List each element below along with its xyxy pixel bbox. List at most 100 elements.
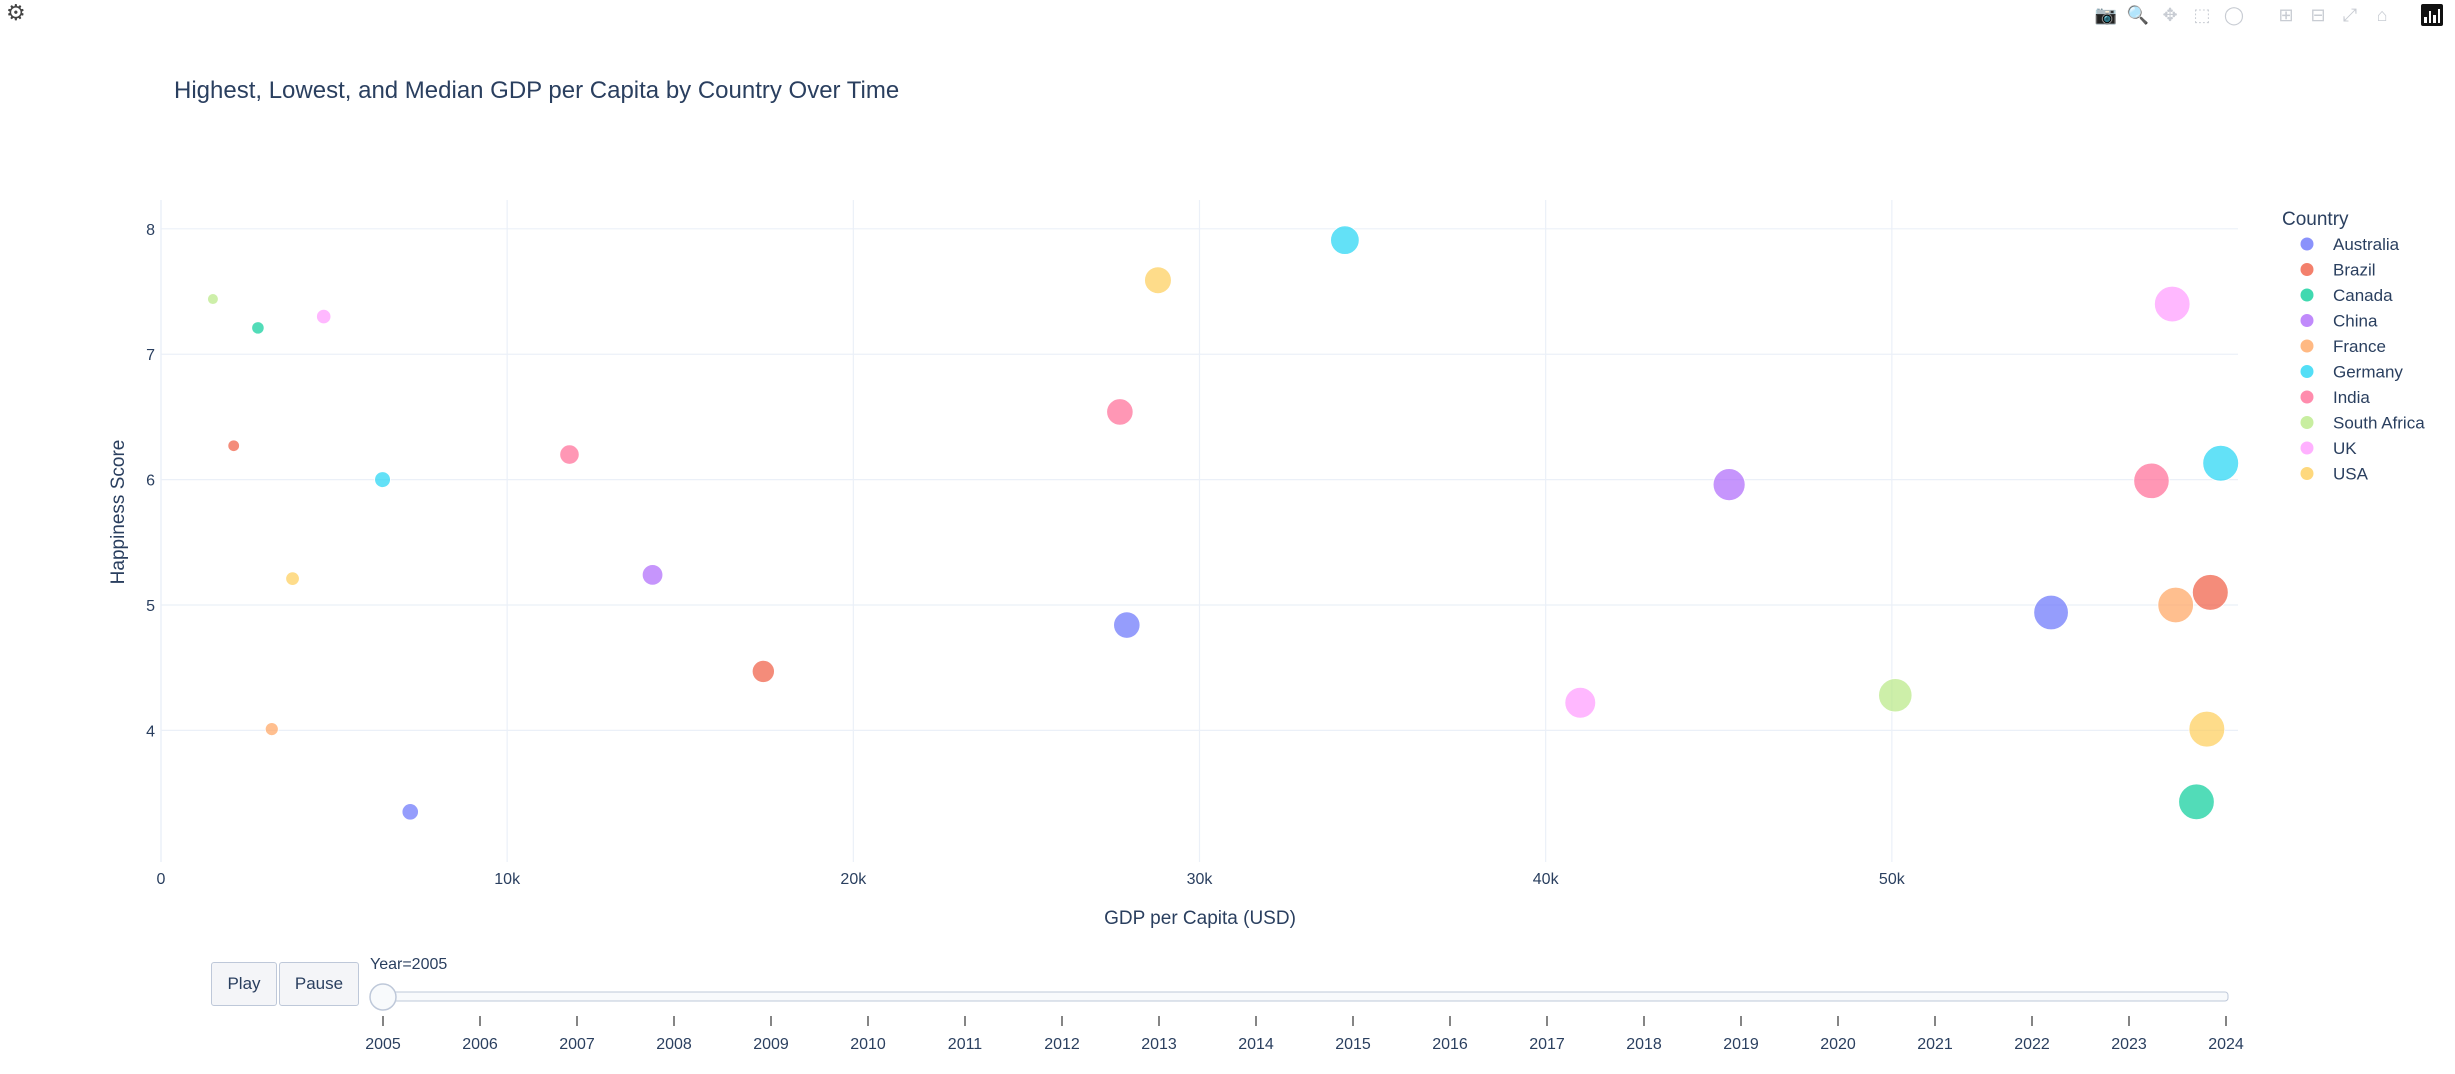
y-axis-label: Happiness Score	[108, 440, 129, 585]
autoscale-icon[interactable]: ⤢	[2342, 4, 2358, 25]
data-point-china[interactable]	[1712, 468, 1746, 502]
legend-item-canada[interactable]: Canada	[2333, 286, 2393, 305]
slider-tick-label[interactable]: 2007	[559, 1036, 595, 1053]
legend-marker[interactable]	[2300, 416, 2314, 429]
slider-tick-label[interactable]: 2022	[2014, 1036, 2050, 1053]
slider-tick-label[interactable]: 2017	[1529, 1036, 1565, 1053]
lasso-icon[interactable]: ◯	[2223, 4, 2245, 25]
zoom-in-icon[interactable]: ⊞	[2278, 4, 2294, 25]
y-tick-label: 6	[146, 473, 155, 490]
pause-button[interactable]: Pause	[279, 962, 359, 1006]
filter-toggle-icon[interactable]: ⚙	[6, 0, 26, 25]
legend-marker[interactable]	[2300, 390, 2314, 404]
data-point-uk[interactable]	[2154, 285, 2191, 323]
zoom-icon[interactable]: 🔍	[2126, 4, 2150, 25]
y-tick-label: 5	[146, 598, 155, 615]
legend-marker[interactable]	[2300, 237, 2314, 251]
slider-tick-label[interactable]: 2016	[1432, 1036, 1468, 1053]
slider-tick-label[interactable]: 2020	[1820, 1036, 1856, 1053]
legend-item-uk[interactable]: UK	[2333, 439, 2357, 458]
legend-title: Country	[2282, 209, 2349, 230]
slider-tick-label[interactable]: 2013	[1141, 1036, 1177, 1053]
data-point-australia[interactable]	[401, 803, 419, 821]
data-point-uk[interactable]	[1564, 686, 1597, 719]
year-slider[interactable]: Year=2005 2005 2006 2007 2008 2009 2010 2011 20…	[365, 956, 2244, 1053]
legend-marker[interactable]	[2300, 263, 2314, 276]
slider-tick-label[interactable]: 2015	[1335, 1036, 1371, 1053]
zoom-out-icon[interactable]: ⊟	[2310, 4, 2326, 25]
x-tick-label: 20k	[840, 871, 867, 888]
legend-marker[interactable]	[2300, 288, 2314, 302]
chart-title: Highest, Lowest, and Median GDP per Capi…	[174, 77, 899, 104]
x-axis-label: GDP per Capita (USD)	[1104, 908, 1296, 929]
slider-tick-label[interactable]: 2019	[1723, 1036, 1759, 1053]
box-select-icon[interactable]: ⬚	[2193, 4, 2211, 25]
data-point-brazil[interactable]	[227, 439, 240, 452]
legend-marker[interactable]	[2300, 467, 2314, 480]
data-point-usa[interactable]	[2188, 710, 2226, 748]
data-point-france[interactable]	[264, 722, 279, 736]
data-point-france[interactable]	[2157, 586, 2194, 624]
slider-tick-label[interactable]: 2023	[2111, 1036, 2147, 1053]
slider-tick-label[interactable]: 2009	[753, 1036, 789, 1053]
slider-tick-label[interactable]: 2024	[2208, 1036, 2244, 1053]
grid	[160, 200, 2238, 862]
data-point-australia[interactable]	[1113, 611, 1141, 639]
data-points[interactable]	[207, 225, 2239, 821]
slider-tick-label[interactable]: 2008	[656, 1036, 692, 1053]
slider-tick-label[interactable]: 2012	[1044, 1036, 1080, 1053]
legend-item-india[interactable]: India	[2333, 388, 2370, 407]
data-point-germany[interactable]	[1330, 225, 1360, 255]
y-tick-label: 7	[146, 347, 155, 364]
data-point-south-africa[interactable]	[1878, 678, 1913, 713]
slider-tick-label[interactable]: 2005	[365, 1036, 401, 1053]
y-tick-label: 4	[146, 723, 155, 740]
slider-tick-label[interactable]: 2018	[1626, 1036, 1662, 1053]
axes: 0 10k 20k 30k 40k 50k 4 5 6 7 8	[146, 222, 1906, 888]
x-tick-label: 40k	[1533, 871, 1560, 888]
data-point-australia[interactable]	[2033, 594, 2069, 631]
slider-tick-label[interactable]: 2014	[1238, 1036, 1274, 1053]
legend-item-south-africa[interactable]: South Africa	[2333, 414, 2425, 433]
legend-marker[interactable]	[2300, 441, 2314, 455]
data-point-uk[interactable]	[316, 309, 332, 325]
legend-marker[interactable]	[2300, 314, 2314, 327]
play-button[interactable]: Play	[211, 962, 277, 1006]
legend-item-germany[interactable]: Germany	[2333, 363, 2403, 382]
slider-current-value: Year=2005	[370, 956, 447, 973]
data-point-usa[interactable]	[285, 571, 300, 586]
slider-track[interactable]	[369, 991, 2229, 1002]
data-point-canada[interactable]	[2178, 783, 2215, 821]
data-point-brazil[interactable]	[751, 659, 775, 683]
legend-item-brazil[interactable]: Brazil	[2333, 261, 2376, 280]
legend-marker[interactable]	[2300, 365, 2314, 378]
legend[interactable]: Country Australia Brazil Canada China France…	[2282, 209, 2425, 484]
reset-axes-icon[interactable]: ⌂	[2376, 4, 2388, 25]
legend-item-china[interactable]: China	[2333, 312, 2378, 331]
data-point-india[interactable]	[1106, 398, 1134, 426]
legend-marker[interactable]	[2300, 339, 2314, 353]
data-point-china[interactable]	[641, 564, 664, 586]
data-point-canada[interactable]	[251, 321, 265, 335]
data-point-germany[interactable]	[2202, 444, 2239, 482]
data-point-brazil[interactable]	[2192, 574, 2229, 611]
plotly-logo-icon[interactable]	[2421, 4, 2443, 26]
x-tick-label: 10k	[494, 871, 521, 888]
modebar: 📷 🔍 ✥ ⬚ ◯ ⊞ ⊟ ⤢ ⌂	[2093, 2, 2443, 28]
pan-icon[interactable]: ✥	[2162, 4, 2178, 25]
legend-item-france[interactable]: France	[2333, 337, 2386, 356]
x-tick-label: 50k	[1879, 871, 1906, 888]
legend-item-usa[interactable]: USA	[2333, 465, 2369, 484]
slider-tick-label[interactable]: 2011	[948, 1036, 983, 1053]
slider-tick-label[interactable]: 2006	[462, 1036, 498, 1053]
data-point-india[interactable]	[559, 444, 580, 465]
data-point-germany[interactable]	[374, 471, 391, 488]
data-point-india[interactable]	[2133, 462, 2170, 499]
slider-tick-label[interactable]: 2010	[850, 1036, 886, 1053]
slider-handle[interactable]	[369, 983, 397, 1011]
slider-tick-label[interactable]: 2021	[1917, 1036, 1953, 1053]
data-point-south-africa[interactable]	[207, 293, 219, 305]
legend-item-australia[interactable]: Australia	[2333, 235, 2400, 254]
data-point-usa[interactable]	[1144, 266, 1172, 295]
camera-icon[interactable]: 📷	[2094, 4, 2118, 25]
